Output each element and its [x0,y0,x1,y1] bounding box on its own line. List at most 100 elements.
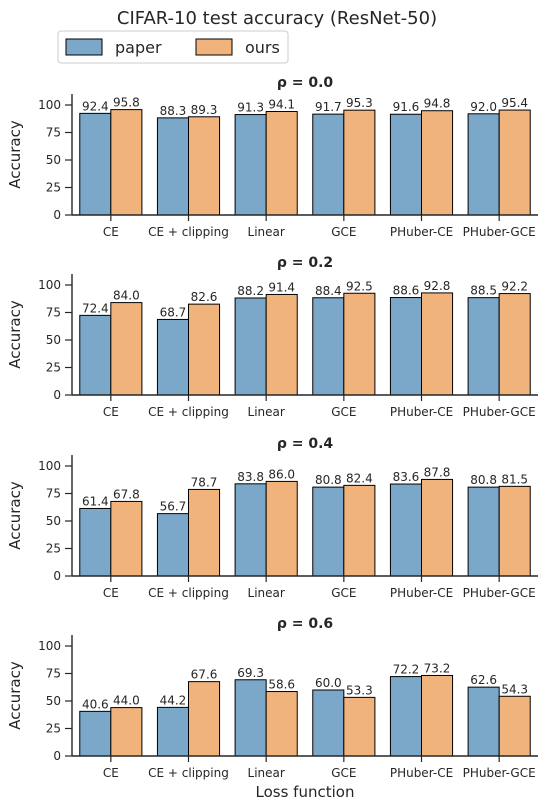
bar-value-label: 44.0 [113,694,140,708]
y-axis-label: Accuracy [6,661,24,730]
subplot-title: ρ = 0.6 [277,616,333,632]
bar-value-label: 91.4 [268,280,295,294]
y-tick-label: 100 [38,639,61,653]
bar-paper [389,676,422,757]
y-tick-label: 100 [38,98,61,112]
bar-paper [79,710,112,757]
bar-value-label: 88.5 [470,284,497,298]
bar-value-label: 78.7 [191,475,218,489]
x-tick-label: PHuber-CE [390,586,453,600]
subplot-title: ρ = 0.0 [277,75,334,91]
x-tick-label: GCE [331,586,356,600]
x-tick-label: CE [103,586,119,600]
bar-paper [79,314,112,396]
y-tick-label: 75 [46,306,61,320]
bar-value-label: 44.2 [160,693,187,707]
subplot-title: ρ = 0.4 [277,436,334,452]
x-tick-label: PHuber-GCE [463,225,536,239]
bar-value-label: 60.0 [315,676,342,690]
bar-value-label: 40.6 [82,697,109,711]
y-tick-label: 100 [38,278,61,292]
bar-ours [421,478,454,577]
y-tick-label: 100 [38,459,61,473]
subplot-4: ρ = 0.6 Accuracy 0 25 50 75 100 40.6 44.0 CE 44.2 6… [6,616,538,801]
bar-ours [110,302,143,396]
x-tick-label: Linear [248,586,285,600]
bar-ours [110,500,143,577]
bar-paper [79,112,112,216]
bar-value-label: 61.4 [82,494,109,508]
y-axis-label: Accuracy [6,300,24,369]
y-tick-label: 0 [53,749,61,763]
bar-paper [234,297,267,396]
bar-value-label: 62.6 [470,673,497,687]
bar-ours [188,681,221,757]
legend-label-ours: ours [245,38,280,57]
y-tick-label: 75 [46,487,61,501]
bar-value-label: 92.5 [346,279,373,293]
bar-ours [110,109,143,216]
x-tick-label: PHuber-GCE [463,586,536,600]
bar-paper [467,113,500,216]
y-axis-label: Accuracy [6,120,24,189]
y-axis-label: Accuracy [6,481,24,550]
y-tick-label: 50 [46,514,61,528]
y-tick-label: 75 [46,126,61,140]
bar-paper [79,507,112,577]
bar-paper [312,486,345,577]
bar-value-label: 80.8 [315,473,342,487]
bar-ours [265,691,298,757]
bar-value-label: 88.3 [160,104,187,118]
bar-value-label: 54.3 [501,682,528,696]
bar-value-label: 95.4 [501,96,528,110]
x-tick-label: GCE [331,225,356,239]
bar-value-label: 88.4 [315,284,342,298]
y-tick-label: 25 [46,722,61,736]
bar-ours [498,485,531,577]
bar-value-label: 94.1 [268,97,295,111]
bar-paper [312,689,345,757]
bar-ours [188,488,221,577]
x-tick-label: CE + clipping [148,586,229,600]
x-tick-label: PHuber-GCE [463,405,536,419]
bar-paper [467,686,500,757]
legend-label-paper: paper [115,38,162,57]
bar-value-label: 80.8 [470,473,497,487]
bar-paper [312,297,345,396]
y-tick-label: 50 [46,153,61,167]
x-tick-label: PHuber-GCE [463,766,536,780]
bar-value-label: 69.3 [237,666,264,680]
bar-paper [389,297,422,396]
bar-ours [343,696,376,757]
subplots: ρ = 0.0 Accuracy 0 25 50 75 100 92.4 95.8 CE 88.3 8… [6,75,538,801]
bar-paper [156,706,189,757]
x-tick-label: PHuber-CE [390,766,453,780]
x-tick-label: Linear [248,766,285,780]
bar-ours [188,116,221,216]
bar-paper [234,679,267,757]
bar-ours [498,109,531,216]
subplot-2: ρ = 0.2 Accuracy 0 25 50 75 100 72.4 84.0 CE 68.7 8… [6,255,538,419]
bar-ours [421,110,454,216]
bar-value-label: 92.0 [470,100,497,114]
x-tick-label: Linear [248,405,285,419]
y-tick-label: 25 [46,542,61,556]
bar-ours [498,695,531,757]
y-tick-label: 0 [53,569,61,583]
subplot-title: ρ = 0.2 [277,255,333,271]
bar-value-label: 92.4 [82,99,109,113]
y-tick-label: 50 [46,694,61,708]
bar-value-label: 83.6 [393,470,420,484]
x-tick-label: CE [103,225,119,239]
x-axis-label: Loss function [256,783,355,801]
x-tick-label: CE + clipping [148,225,229,239]
bar-value-label: 84.0 [113,289,140,303]
bar-ours [343,292,376,396]
y-tick-label: 0 [53,208,61,222]
legend: paper ours [57,30,289,64]
y-tick-label: 25 [46,361,61,375]
bar-paper [467,297,500,396]
x-tick-label: GCE [331,766,356,780]
bar-paper [156,117,189,216]
